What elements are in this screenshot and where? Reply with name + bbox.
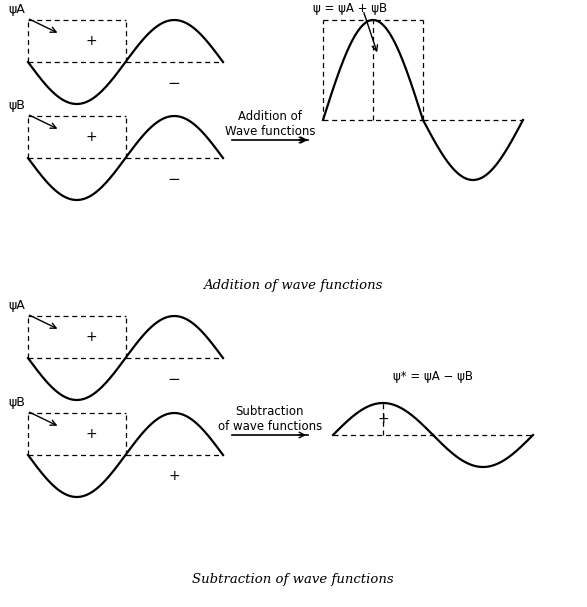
Text: ψB: ψB [8, 396, 25, 409]
Text: +: + [86, 427, 97, 441]
Text: +: + [86, 330, 97, 344]
Text: ψ* = ψA − ψB: ψ* = ψA − ψB [393, 370, 473, 383]
Text: +: + [168, 469, 180, 483]
Text: ψB: ψB [8, 99, 25, 112]
Text: Subtraction
of wave functions: Subtraction of wave functions [218, 405, 322, 433]
Text: ψ = ψA + ψB: ψ = ψA + ψB [313, 2, 387, 15]
Text: Subtraction of wave functions: Subtraction of wave functions [192, 574, 394, 586]
Text: Addition of wave functions: Addition of wave functions [203, 279, 383, 291]
Text: ψA: ψA [8, 3, 25, 16]
Text: +: + [377, 412, 389, 426]
Text: ψA: ψA [8, 299, 25, 312]
Text: −: − [168, 371, 181, 387]
Text: −: − [168, 172, 181, 186]
Text: −: − [168, 75, 181, 90]
Text: +: + [86, 130, 97, 144]
Text: +: + [86, 34, 97, 48]
Text: Addition of
Wave functions: Addition of Wave functions [225, 110, 315, 138]
